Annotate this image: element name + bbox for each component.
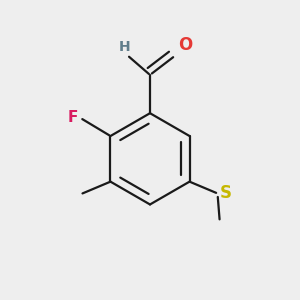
- Text: F: F: [68, 110, 78, 125]
- Text: O: O: [178, 36, 193, 54]
- Text: S: S: [220, 184, 232, 202]
- Text: H: H: [118, 40, 130, 54]
